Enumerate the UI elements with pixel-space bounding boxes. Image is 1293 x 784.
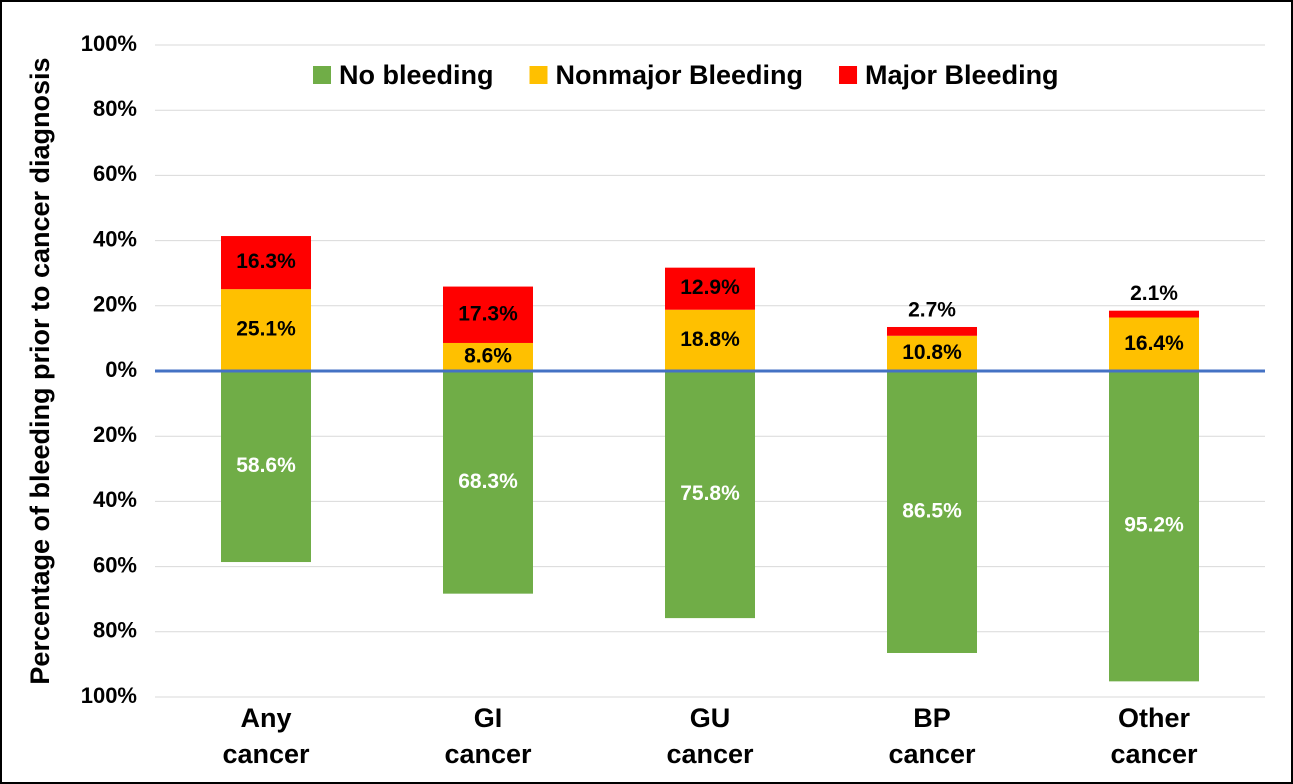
y-tick-label: 60% (93, 161, 137, 186)
bar-segment (443, 286, 533, 343)
data-label: 17.3% (458, 302, 518, 325)
data-label: 75.8% (680, 482, 740, 505)
bar-segment (221, 289, 311, 371)
data-label: 25.1% (236, 318, 296, 341)
x-tick-label: Any cancer (222, 703, 310, 769)
data-label: 95.2% (1124, 514, 1184, 537)
x-tick-label: GU cancer (666, 703, 754, 769)
bar-segment (443, 342, 533, 371)
bar-segment (221, 371, 311, 563)
bar-segment (887, 326, 977, 336)
y-tick-label: 60% (93, 552, 137, 577)
bar-segment (665, 267, 755, 310)
data-label: 10.8% (902, 341, 962, 364)
bar-segment (1109, 310, 1199, 318)
bar-segment (1109, 371, 1199, 682)
y-tick-label: 20% (93, 422, 137, 447)
data-label: 86.5% (902, 500, 962, 523)
bar-segment (665, 371, 755, 619)
legend-swatch (839, 66, 858, 84)
legend-swatch (529, 66, 548, 84)
y-tick-label: 100% (81, 31, 137, 56)
bar-segment (887, 335, 977, 371)
legend-swatch (313, 66, 331, 84)
x-tick-label: BP cancer (888, 703, 976, 769)
bar-segment (665, 309, 755, 371)
legend-label: Major Bleeding (865, 60, 1059, 90)
y-tick-label: 40% (93, 487, 137, 512)
bar-segment (443, 371, 533, 594)
data-label: 58.6% (236, 454, 296, 477)
y-tick-label: 0% (105, 357, 137, 382)
data-label: 68.3% (458, 470, 518, 493)
data-label: 18.8% (680, 328, 740, 351)
bar-segment (221, 236, 311, 290)
data-label: 8.6% (464, 345, 512, 368)
data-label: 16.4% (1124, 332, 1184, 355)
x-tick-label: Other cancer (1110, 703, 1198, 769)
x-tick-label: GI cancer (444, 703, 532, 769)
y-tick-label: 40% (93, 226, 137, 251)
y-tick-label: 80% (93, 618, 137, 643)
y-axis-label: Percentage of bleeding prior to cancer d… (25, 57, 55, 684)
data-label: 12.9% (680, 276, 740, 299)
y-tick-label: 80% (93, 96, 137, 121)
legend-label: Nonmajor Bleeding (556, 60, 804, 90)
bar-segment (887, 371, 977, 653)
legend-label: No bleeding (339, 60, 494, 90)
data-label: 16.3% (236, 250, 296, 273)
y-tick-label: 100% (81, 683, 137, 708)
y-tick-label: 20% (93, 292, 137, 317)
bar-segment (1109, 317, 1199, 371)
data-label: 2.1% (1130, 282, 1178, 305)
data-label: 2.7% (908, 299, 956, 322)
